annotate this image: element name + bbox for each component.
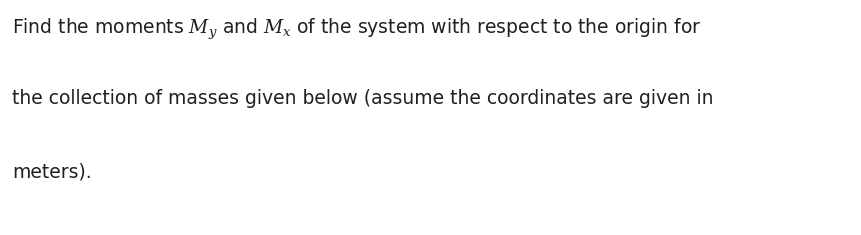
Text: Find the moments $M_y$ and $M_x$ of the system with respect to the origin for: Find the moments $M_y$ and $M_x$ of the … [12,16,701,42]
Text: meters).: meters). [12,162,91,181]
Text: the collection of masses given below (assume the coordinates are given in: the collection of masses given below (as… [12,89,713,108]
